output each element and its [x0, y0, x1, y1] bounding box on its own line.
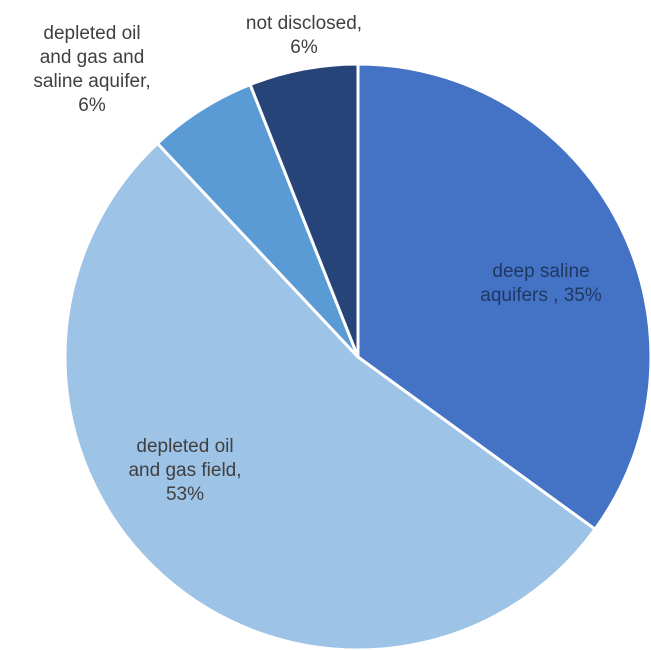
pie-labels: deep saline aquifers , 35% depleted oil and…: [33, 13, 601, 505]
pie-slice-label-4: not disclosed, 6%: [246, 13, 362, 58]
pie-slices: [63, 62, 651, 650]
pie-slice-label-line: depleted oil: [136, 436, 233, 457]
pie-slice-2: [63, 141, 597, 650]
pie-slice-label-line: 6%: [78, 95, 106, 116]
pie-slice-label-line: and gas and: [40, 47, 145, 68]
pie-slice-label-line: depleted oil: [43, 23, 140, 44]
pie-slice-label-line: and gas field,: [128, 460, 241, 481]
pie-slice-label-line: 53%: [166, 484, 204, 505]
pie-slice-label-3: depleted oil and gas and saline aquifer, 6%: [33, 23, 150, 116]
pie-slice-label-line: 6%: [290, 37, 318, 58]
pie-slice-label-2: depleted oil and gas field, 53%: [128, 436, 241, 505]
pie-slice-label-line: not disclosed,: [246, 13, 362, 34]
pie-slice-4: [248, 62, 360, 359]
pie-slice-label-1: deep saline aquifers , 35%: [480, 261, 602, 306]
pie-slice-label-line: aquifers , 35%: [480, 285, 602, 306]
pie-slice-1: [356, 62, 651, 531]
pie-slice-label-line: deep saline: [492, 261, 589, 282]
pie-slice-label-line: saline aquifer,: [33, 71, 150, 92]
